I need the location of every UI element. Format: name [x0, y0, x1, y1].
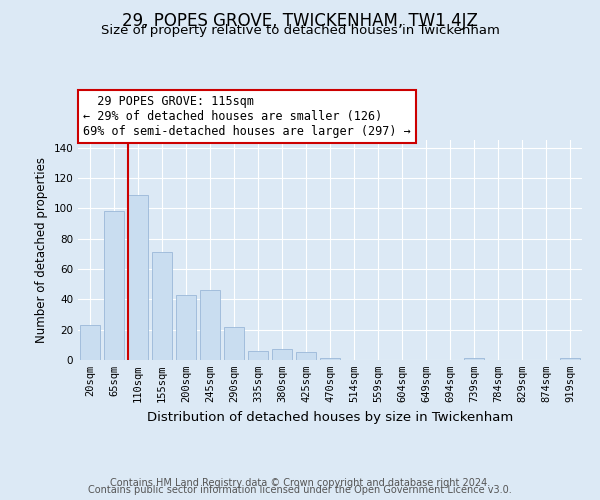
Text: 29 POPES GROVE: 115sqm  
← 29% of detached houses are smaller (126)
69% of semi-: 29 POPES GROVE: 115sqm ← 29% of detached…: [83, 95, 411, 138]
Y-axis label: Number of detached properties: Number of detached properties: [35, 157, 48, 343]
Bar: [296, 352, 316, 360]
Text: Contains HM Land Registry data © Crown copyright and database right 2024.: Contains HM Land Registry data © Crown c…: [110, 478, 490, 488]
Bar: [152, 252, 172, 360]
Bar: [104, 212, 124, 360]
Bar: [128, 194, 148, 360]
Bar: [224, 326, 244, 360]
Bar: [464, 358, 484, 360]
Bar: [272, 350, 292, 360]
Text: Size of property relative to detached houses in Twickenham: Size of property relative to detached ho…: [101, 24, 499, 37]
Bar: [560, 358, 580, 360]
X-axis label: Distribution of detached houses by size in Twickenham: Distribution of detached houses by size …: [147, 410, 513, 424]
Bar: [320, 358, 340, 360]
Bar: [80, 325, 100, 360]
Text: Contains public sector information licensed under the Open Government Licence v3: Contains public sector information licen…: [88, 485, 512, 495]
Bar: [200, 290, 220, 360]
Text: 29, POPES GROVE, TWICKENHAM, TW1 4JZ: 29, POPES GROVE, TWICKENHAM, TW1 4JZ: [122, 12, 478, 30]
Bar: [248, 351, 268, 360]
Bar: [176, 295, 196, 360]
